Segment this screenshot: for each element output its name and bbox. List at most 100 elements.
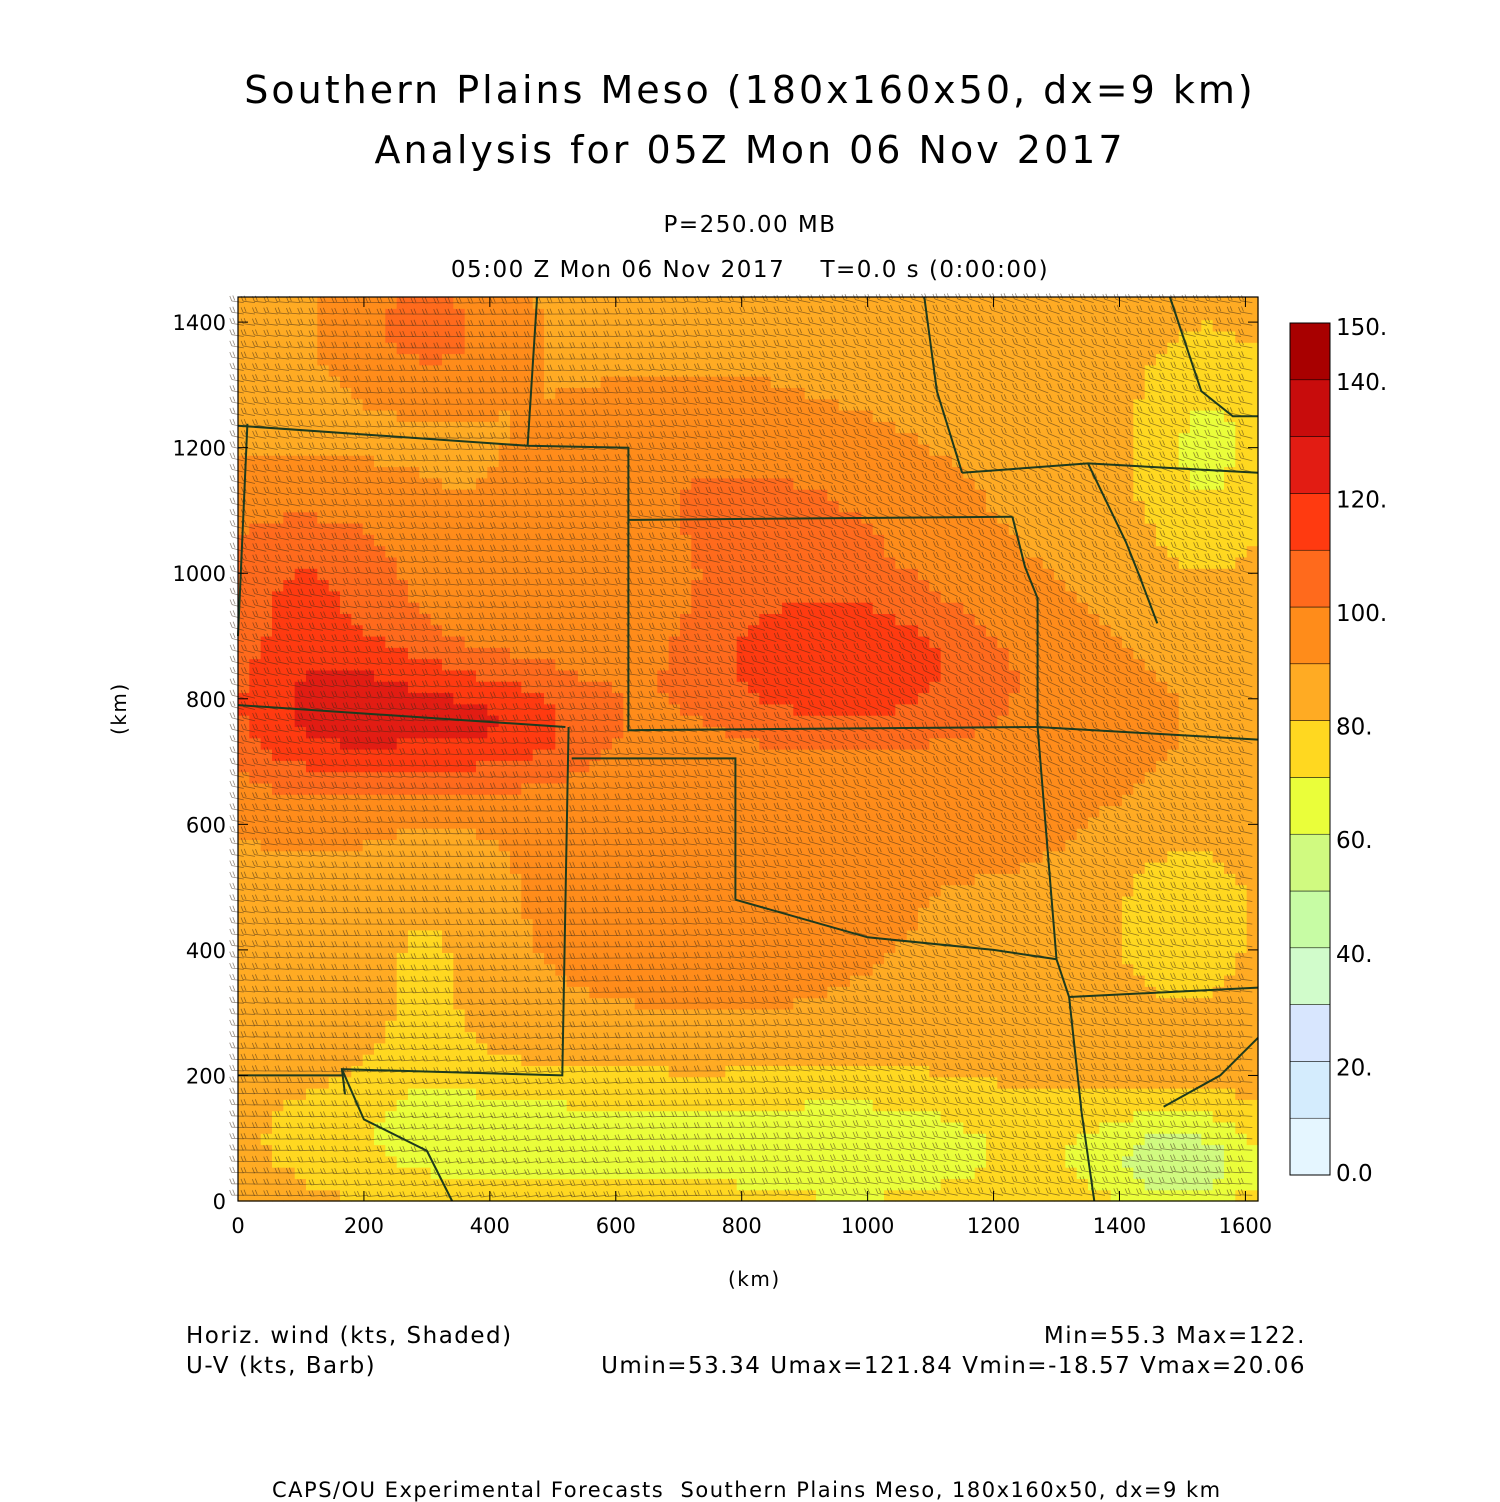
field-cell <box>261 1020 273 1032</box>
field-cell <box>419 580 431 592</box>
field-cell <box>306 568 318 580</box>
field-cell <box>261 896 273 908</box>
field-cell <box>283 512 295 524</box>
field-cell <box>544 478 556 490</box>
field-cell <box>510 455 522 467</box>
field-cell <box>419 455 431 467</box>
field-cell <box>555 636 567 648</box>
field-cell <box>476 659 488 671</box>
field-cell <box>419 625 431 637</box>
field-cell <box>567 839 579 851</box>
field-cell <box>589 783 601 795</box>
field-cell <box>340 444 352 456</box>
field-cell <box>363 873 375 885</box>
field-cell <box>249 387 261 399</box>
field-cell <box>306 523 318 535</box>
field-cell <box>533 794 545 806</box>
field-cell <box>499 421 511 433</box>
field-cell <box>397 444 409 456</box>
field-cell <box>431 806 443 818</box>
field-cell <box>261 1077 273 1089</box>
field-cell <box>487 580 499 592</box>
field-cell <box>351 331 363 343</box>
field-cell <box>261 433 273 445</box>
field-cell <box>521 659 533 671</box>
field-cell <box>317 489 329 501</box>
field-cell <box>544 433 556 445</box>
field-cell <box>612 421 624 433</box>
field-cell <box>453 580 465 592</box>
field-cell <box>272 862 284 874</box>
field-cell <box>340 919 352 931</box>
field-cell <box>385 399 397 411</box>
field-cell <box>329 320 341 332</box>
field-cell <box>601 376 613 388</box>
field-cell <box>476 704 488 716</box>
field-cell <box>578 715 590 727</box>
field-cell <box>363 851 375 863</box>
field-cell <box>499 433 511 445</box>
field-cell <box>272 467 284 479</box>
field-cell <box>442 512 454 524</box>
field-cell <box>249 500 261 512</box>
field-cell <box>442 546 454 558</box>
field-cell <box>295 975 307 987</box>
wind-speed-field <box>238 297 1259 1202</box>
field-cell <box>238 1178 250 1190</box>
field-cell <box>589 399 601 411</box>
field-cell <box>283 455 295 467</box>
field-cell <box>635 365 647 377</box>
field-cell <box>385 726 397 738</box>
field-cell <box>249 1009 261 1021</box>
field-cell <box>295 907 307 919</box>
field-cell <box>476 557 488 569</box>
field-cell <box>249 681 261 693</box>
field-cell <box>363 738 375 750</box>
field-cell <box>601 467 613 479</box>
field-cell <box>442 410 454 422</box>
field-cell <box>363 817 375 829</box>
field-cell <box>238 1054 250 1066</box>
field-cell <box>272 749 284 761</box>
field-cell <box>465 783 477 795</box>
field-cell <box>544 591 556 603</box>
field-cell <box>261 512 273 524</box>
field-cell <box>261 580 273 592</box>
field-cell <box>340 749 352 761</box>
field-cell <box>646 647 658 659</box>
field-cell <box>431 749 443 761</box>
field-cell <box>476 806 488 818</box>
field-cell <box>544 659 556 671</box>
field-cell <box>419 512 431 524</box>
field-cell <box>317 320 329 332</box>
field-cell <box>612 817 624 829</box>
field-cell <box>510 568 522 580</box>
field-cell <box>306 534 318 546</box>
field-cell <box>249 433 261 445</box>
field-cell <box>521 568 533 580</box>
field-cell <box>317 376 329 388</box>
field-cell <box>578 726 590 738</box>
field-cell <box>385 534 397 546</box>
field-cell <box>351 749 363 761</box>
field-cell <box>419 478 431 490</box>
field-cell <box>317 919 329 931</box>
field-cell <box>555 399 567 411</box>
field-cell <box>510 625 522 637</box>
field-cell <box>249 625 261 637</box>
field-cell <box>476 613 488 625</box>
field-cell <box>657 896 669 908</box>
field-cell <box>283 320 295 332</box>
field-cell <box>578 523 590 535</box>
field-cell <box>635 410 647 422</box>
field-cell <box>238 546 250 558</box>
field-cell <box>521 421 533 433</box>
field-cell <box>465 546 477 558</box>
field-cell <box>385 331 397 343</box>
field-cell <box>578 693 590 705</box>
field-cell <box>238 941 250 953</box>
field-cell <box>578 489 590 501</box>
field-cell <box>283 964 295 976</box>
field-cell <box>351 342 363 354</box>
field-cell <box>283 1009 295 1021</box>
